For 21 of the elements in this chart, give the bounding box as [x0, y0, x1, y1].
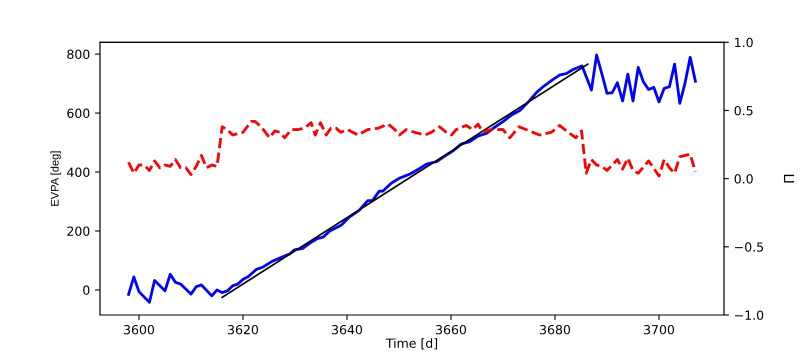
y2-tick-label: −1.0	[735, 310, 764, 320]
x-tick-label: 3660	[436, 324, 466, 334]
y2-tick-label: 0.0	[734, 174, 753, 184]
y-axis-title: EVPA [deg]	[50, 151, 61, 206]
y-tick-label: 800	[67, 50, 90, 60]
y-tick-label: 600	[67, 108, 90, 118]
y2-axis-title: Π	[784, 174, 794, 183]
x-axis-title: Time [d]	[386, 338, 438, 350]
y2-tick-label: 0.5	[734, 106, 753, 116]
x-tick-label: 3700	[644, 324, 674, 334]
x-tick-label: 3680	[540, 324, 570, 334]
y2-tick-label: 1.0	[735, 38, 753, 48]
x-tick-label: 3620	[228, 324, 258, 334]
x-tick-label: 3640	[332, 324, 362, 334]
y-tick-label: 200	[67, 226, 90, 236]
y-tick-label: 400	[67, 167, 90, 177]
x-tick-label: 3600	[124, 324, 154, 334]
line-series	[127, 54, 697, 304]
line-series	[127, 120, 697, 178]
y2-tick-label: −0.5	[735, 242, 763, 252]
y-tick-label: 0	[83, 285, 90, 295]
